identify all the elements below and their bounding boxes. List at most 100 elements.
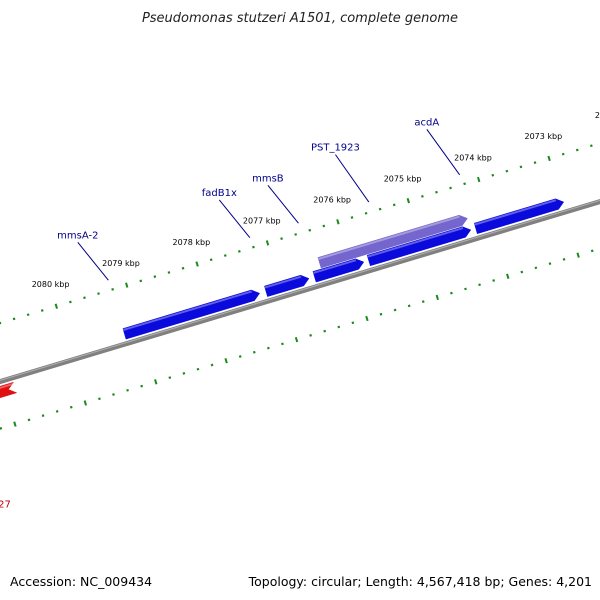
outer-tick bbox=[435, 190, 438, 194]
gene-block-highlight bbox=[318, 215, 460, 260]
accession-text: Accession: NC_009434 bbox=[10, 574, 152, 589]
inner-tick bbox=[590, 249, 594, 253]
outer-tick bbox=[181, 266, 185, 270]
gene-block-highlight bbox=[264, 275, 302, 289]
gene-block-highlight bbox=[123, 290, 253, 331]
gene-block-highlight bbox=[367, 227, 464, 258]
outer-tick bbox=[97, 292, 100, 295]
inner-tick bbox=[98, 397, 101, 401]
gene-block bbox=[264, 274, 310, 297]
gene-label-leader bbox=[335, 154, 370, 203]
scale-label: 2079 kbp bbox=[102, 259, 140, 268]
scale-label: 2075 kbp bbox=[384, 174, 422, 183]
inner-tick bbox=[492, 279, 496, 282]
inner-tick bbox=[69, 405, 73, 409]
outer-tick bbox=[575, 148, 579, 152]
outer-tick bbox=[26, 313, 30, 317]
outer-tick bbox=[336, 219, 340, 225]
outer-tick bbox=[125, 282, 129, 288]
gene-label: PST_1927 bbox=[0, 499, 11, 510]
gene-block bbox=[317, 214, 468, 269]
inner-tick bbox=[27, 418, 31, 422]
gene-block bbox=[122, 289, 260, 340]
outer-tick bbox=[40, 309, 44, 312]
inner-tick bbox=[281, 342, 284, 346]
inner-tick bbox=[323, 329, 327, 333]
outer-tick bbox=[69, 300, 72, 304]
outer-tick bbox=[519, 165, 523, 169]
inner-tick bbox=[224, 358, 228, 364]
outer-tick bbox=[195, 261, 199, 267]
gene-label-leader bbox=[426, 129, 461, 176]
outer-tick bbox=[322, 224, 326, 228]
outer-tick bbox=[265, 240, 270, 246]
inner-tick bbox=[267, 346, 270, 350]
gene-label-leader bbox=[77, 242, 109, 281]
gene-label: mmsB bbox=[252, 173, 284, 184]
inner-tick bbox=[365, 315, 369, 322]
outer-tick bbox=[392, 203, 396, 207]
inner-tick bbox=[182, 372, 186, 375]
scale-label: 2074 kbp bbox=[454, 153, 492, 162]
inner-tick bbox=[252, 350, 256, 354]
inner-tick bbox=[337, 325, 341, 329]
outer-tick bbox=[83, 296, 86, 300]
inner-tick bbox=[548, 262, 552, 265]
backbone-line bbox=[0, 198, 600, 385]
genome-summary-text: Topology: circular; Length: 4,567,418 bp… bbox=[248, 574, 592, 589]
outer-tick bbox=[209, 258, 213, 262]
outer-tick bbox=[294, 233, 298, 236]
inner-tick bbox=[13, 421, 17, 427]
inner-tick bbox=[83, 400, 88, 406]
inner-tick bbox=[506, 273, 510, 279]
outer-tick bbox=[477, 176, 481, 183]
inner-tick bbox=[478, 283, 481, 287]
inner-tick bbox=[379, 312, 383, 316]
scale-label: 2072 kbp bbox=[595, 111, 600, 120]
inner-tick bbox=[196, 367, 200, 371]
outer-tick bbox=[308, 228, 312, 232]
inner-tick bbox=[154, 379, 158, 385]
outer-tick bbox=[463, 182, 466, 186]
gene-block-highlight bbox=[0, 382, 15, 389]
inner-tick bbox=[0, 426, 3, 430]
outer-tick bbox=[350, 216, 354, 219]
inner-tick bbox=[562, 257, 566, 261]
gene-label: mmsA-2 bbox=[57, 230, 98, 241]
outer-tick bbox=[533, 161, 537, 164]
inner-tick bbox=[421, 300, 425, 303]
gene-label: fadB1x bbox=[202, 188, 237, 199]
outer-tick bbox=[406, 197, 410, 204]
outer-tick bbox=[421, 195, 424, 198]
inner-tick bbox=[126, 388, 129, 392]
inner-tick bbox=[435, 294, 440, 301]
inner-tick bbox=[41, 414, 45, 418]
inner-tick bbox=[112, 393, 115, 396]
outer-tick bbox=[449, 186, 452, 190]
inner-tick bbox=[55, 410, 59, 413]
outer-tick bbox=[547, 155, 551, 162]
inner-tick bbox=[393, 308, 397, 312]
inner-tick bbox=[450, 291, 453, 295]
outer-tick bbox=[378, 207, 382, 211]
gene-block bbox=[312, 258, 365, 283]
inner-tick bbox=[168, 376, 172, 380]
outer-tick bbox=[54, 303, 58, 309]
inner-tick bbox=[534, 266, 538, 270]
inner-tick bbox=[464, 287, 467, 291]
outer-tick bbox=[280, 237, 283, 241]
outer-tick bbox=[111, 287, 114, 291]
scale-label: 2076 kbp bbox=[313, 196, 351, 205]
outer-tick bbox=[139, 279, 143, 283]
outer-tick bbox=[237, 249, 241, 253]
outer-tick bbox=[505, 169, 509, 173]
backbone-highlight bbox=[0, 199, 600, 381]
inner-tick bbox=[294, 336, 299, 343]
gene-label-leader bbox=[267, 185, 299, 224]
outer-tick bbox=[589, 144, 593, 148]
inner-tick bbox=[238, 355, 242, 358]
gene-label-leader bbox=[218, 199, 251, 239]
inner-tick bbox=[576, 252, 580, 258]
inner-tick bbox=[140, 384, 144, 388]
